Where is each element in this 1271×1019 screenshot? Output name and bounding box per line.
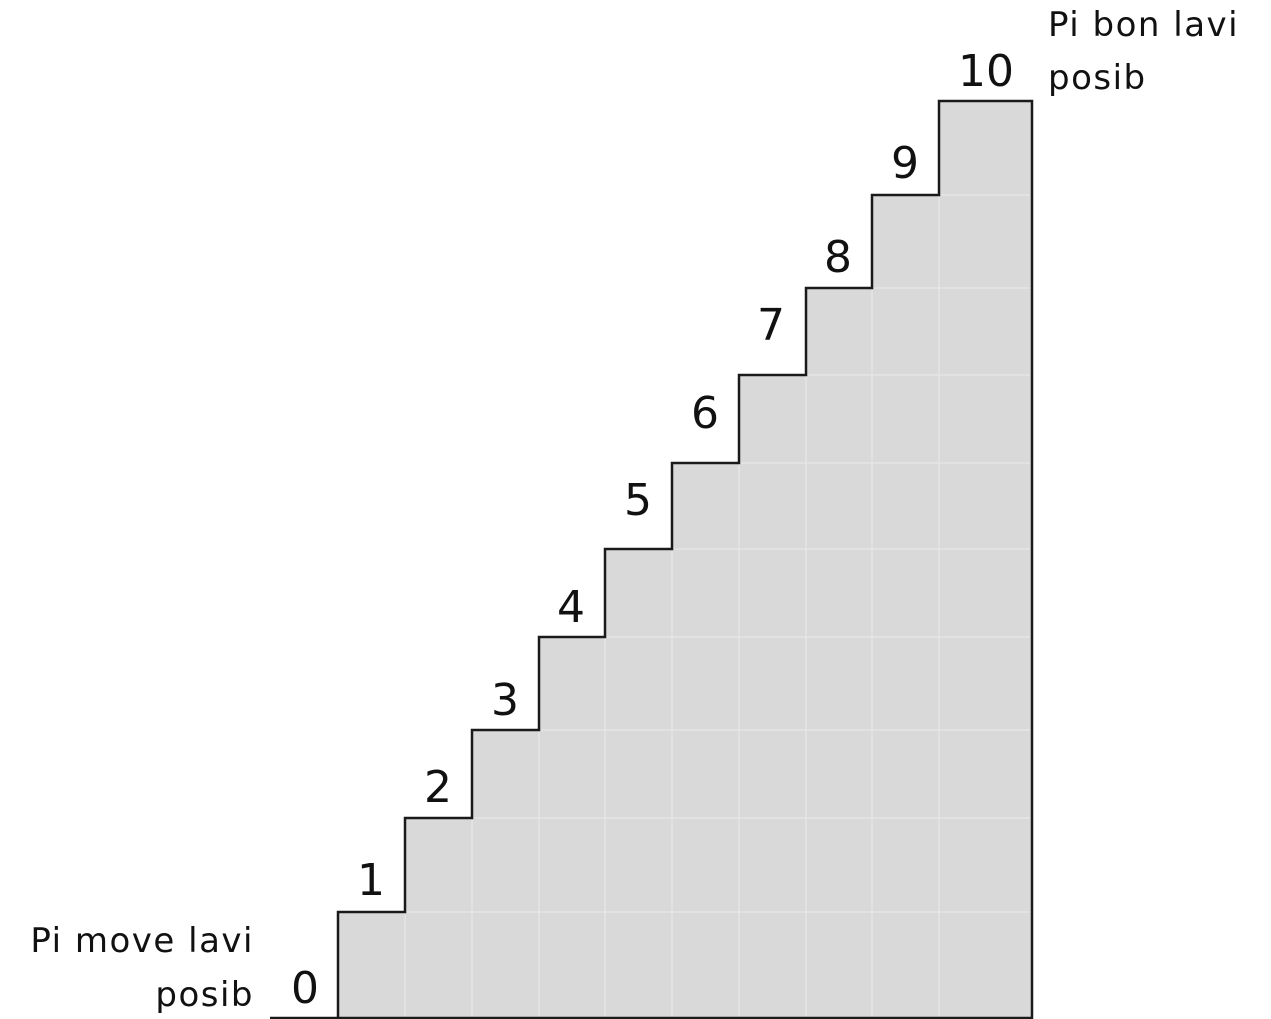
step-label-7: 7 (757, 300, 785, 351)
top-label-line1: Pi bon lavi (1048, 5, 1239, 45)
ladder-staircase-outline (336, 99, 1034, 1019)
step-label-1: 1 (357, 855, 385, 906)
ladder-grid-lines (404, 103, 1030, 1016)
step-label-10: 10 (958, 46, 1014, 97)
step-label-5: 5 (624, 475, 652, 526)
step-label-9: 9 (891, 138, 919, 189)
step-label-6: 6 (691, 388, 719, 439)
bottom-label-line1: Pi move lavi (30, 921, 254, 961)
step-label-8: 8 (824, 232, 852, 283)
bottom-label-line2: posib (155, 975, 254, 1015)
step-label-2: 2 (424, 762, 452, 813)
step-label-4: 4 (557, 582, 585, 633)
step-label-0: 0 (291, 963, 319, 1014)
step-label-3: 3 (491, 675, 519, 726)
top-label-line2: posib (1048, 58, 1147, 98)
ladder-staircase-shape (338, 101, 1032, 1018)
